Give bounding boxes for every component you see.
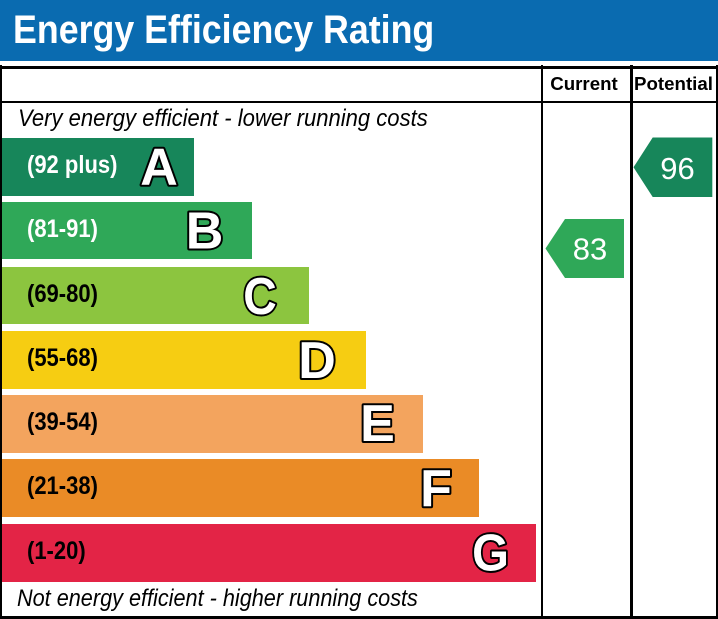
- svg-text:96: 96: [660, 151, 694, 186]
- svg-text:A: A: [140, 139, 178, 197]
- svg-text:F: F: [420, 460, 452, 518]
- svg-text:83: 83: [573, 232, 607, 267]
- svg-text:B: B: [186, 203, 224, 261]
- svg-text:D: D: [298, 332, 336, 390]
- svg-text:G: G: [472, 523, 509, 582]
- svg-text:E: E: [360, 395, 395, 453]
- svg-text:C: C: [243, 268, 276, 326]
